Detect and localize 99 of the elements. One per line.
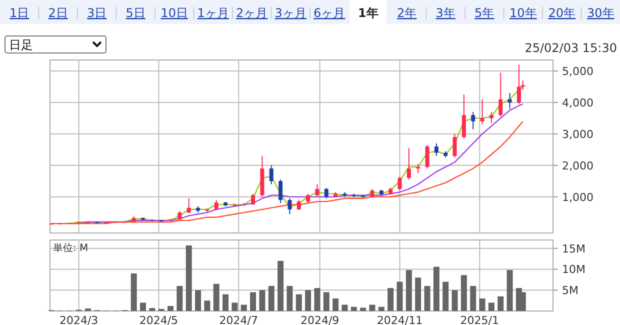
candlestick: [508, 92, 512, 110]
bar: [350, 306, 357, 311]
bar: [424, 286, 430, 311]
category-label: 3年: [436, 6, 456, 20]
bar: [406, 270, 412, 311]
bar: [520, 292, 526, 311]
text: 25/02/03 15:30: [524, 41, 617, 55]
category-label: 3日: [87, 6, 107, 20]
y-tick-label: 1,000: [562, 190, 594, 204]
candlestick: [471, 111, 476, 130]
candlestick: [498, 72, 503, 118]
bar: [168, 306, 174, 311]
candlestick: [251, 193, 256, 206]
category-label: 2日: [48, 6, 68, 20]
bar: [369, 304, 376, 311]
candlestick: [278, 179, 283, 204]
bar: [470, 286, 476, 311]
bar: [433, 266, 440, 311]
category-label: 5年: [474, 6, 494, 20]
x-tick-label: 2024/7: [219, 314, 258, 325]
bar: [296, 294, 302, 311]
bar: [442, 282, 449, 311]
bar: [278, 260, 284, 311]
category-label: 20年: [548, 6, 576, 20]
category-label: 2年: [397, 6, 417, 20]
y-tick-label: 3,000: [562, 128, 594, 141]
bar: [360, 308, 366, 311]
candlestick: [288, 198, 292, 215]
bar: [259, 290, 266, 311]
category-label: 10年: [509, 6, 537, 20]
candlestick: [186, 198, 191, 214]
bar: [388, 288, 394, 311]
x-tick-label: 2025/1: [460, 314, 499, 325]
bar: [186, 245, 192, 311]
bar: [452, 290, 458, 311]
candlestick: [269, 164, 274, 185]
candlestick: [462, 94, 466, 140]
candlestick: [398, 176, 402, 192]
candlestick: [324, 188, 328, 199]
x-tick-label: 2024/9: [300, 314, 340, 325]
candlestick: [425, 144, 430, 170]
y-tick-label: 2,000: [562, 159, 594, 172]
bar: [396, 282, 403, 311]
category-label: 5日: [126, 6, 146, 20]
category-label: 6ヶ月: [314, 6, 346, 20]
x-tick-label: 2024/5: [139, 314, 178, 325]
bar: [222, 294, 229, 311]
x-tick-label: 2024/3: [59, 314, 98, 325]
category-label: 3ヶ月: [274, 6, 306, 20]
bar: [460, 275, 467, 311]
category-label: 1ヶ月: [197, 6, 229, 20]
bar: [498, 296, 504, 311]
category-label: 30年: [586, 6, 614, 20]
bar: [195, 290, 202, 311]
bar: [130, 273, 137, 311]
y-tick-label: 5,000: [562, 65, 594, 78]
bar: [268, 286, 274, 311]
bar: [342, 304, 348, 311]
y-tick-label: 15M: [562, 242, 586, 256]
bar: [323, 292, 330, 311]
candlestick: [434, 142, 438, 156]
line-series: [50, 120, 524, 224]
bar: [232, 302, 238, 311]
candlestick: [489, 111, 494, 124]
bar: [84, 308, 91, 311]
bar: [479, 298, 486, 311]
bar: [314, 288, 320, 311]
bar: [506, 270, 513, 311]
bar: [332, 298, 339, 311]
bar: [240, 304, 247, 311]
candlestick: [480, 98, 484, 125]
bar: [140, 302, 146, 311]
y-tick-label: 10M: [562, 263, 586, 276]
bar: [250, 292, 256, 311]
bar: [305, 290, 312, 311]
candlestick: [452, 133, 457, 158]
candlestick: [296, 199, 301, 211]
candlestick: [315, 184, 320, 198]
y-tick-label: 4,000: [562, 96, 594, 110]
bar: [149, 308, 156, 311]
bar: [213, 284, 220, 311]
candlestick: [214, 199, 218, 211]
bar: [378, 306, 384, 311]
x-tick-label: 2024/11: [376, 314, 423, 325]
category-label: 2ヶ月: [236, 6, 268, 20]
bar: [204, 300, 210, 311]
text: 日足: [9, 38, 33, 52]
category-label: 10日: [160, 6, 188, 20]
candlestick: [516, 64, 521, 105]
candlestick: [406, 148, 411, 180]
annotation: 単位: M: [53, 242, 88, 254]
category-label: 1年: [358, 6, 378, 20]
category-label: 1日: [10, 6, 30, 20]
y-tick-label: 5M: [562, 284, 578, 298]
candlestick: [416, 163, 420, 174]
bar: [415, 278, 422, 311]
bar: [176, 286, 183, 311]
bar: [286, 286, 293, 311]
bar: [488, 302, 494, 311]
